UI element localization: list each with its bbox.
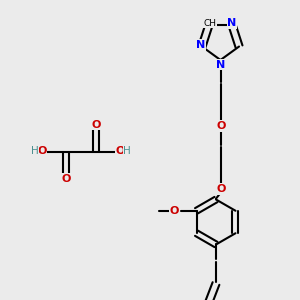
Text: O: O: [115, 146, 125, 157]
Text: O: O: [61, 173, 71, 184]
Text: H: H: [123, 146, 131, 157]
Text: CH: CH: [203, 19, 216, 28]
Text: O: O: [169, 206, 179, 216]
Text: O: O: [216, 121, 226, 131]
Text: O: O: [91, 119, 101, 130]
Text: O: O: [37, 146, 47, 157]
Text: N: N: [227, 18, 237, 28]
Text: H: H: [31, 146, 39, 157]
Text: N: N: [196, 40, 205, 50]
Text: O: O: [216, 184, 226, 194]
Text: N: N: [216, 59, 225, 70]
